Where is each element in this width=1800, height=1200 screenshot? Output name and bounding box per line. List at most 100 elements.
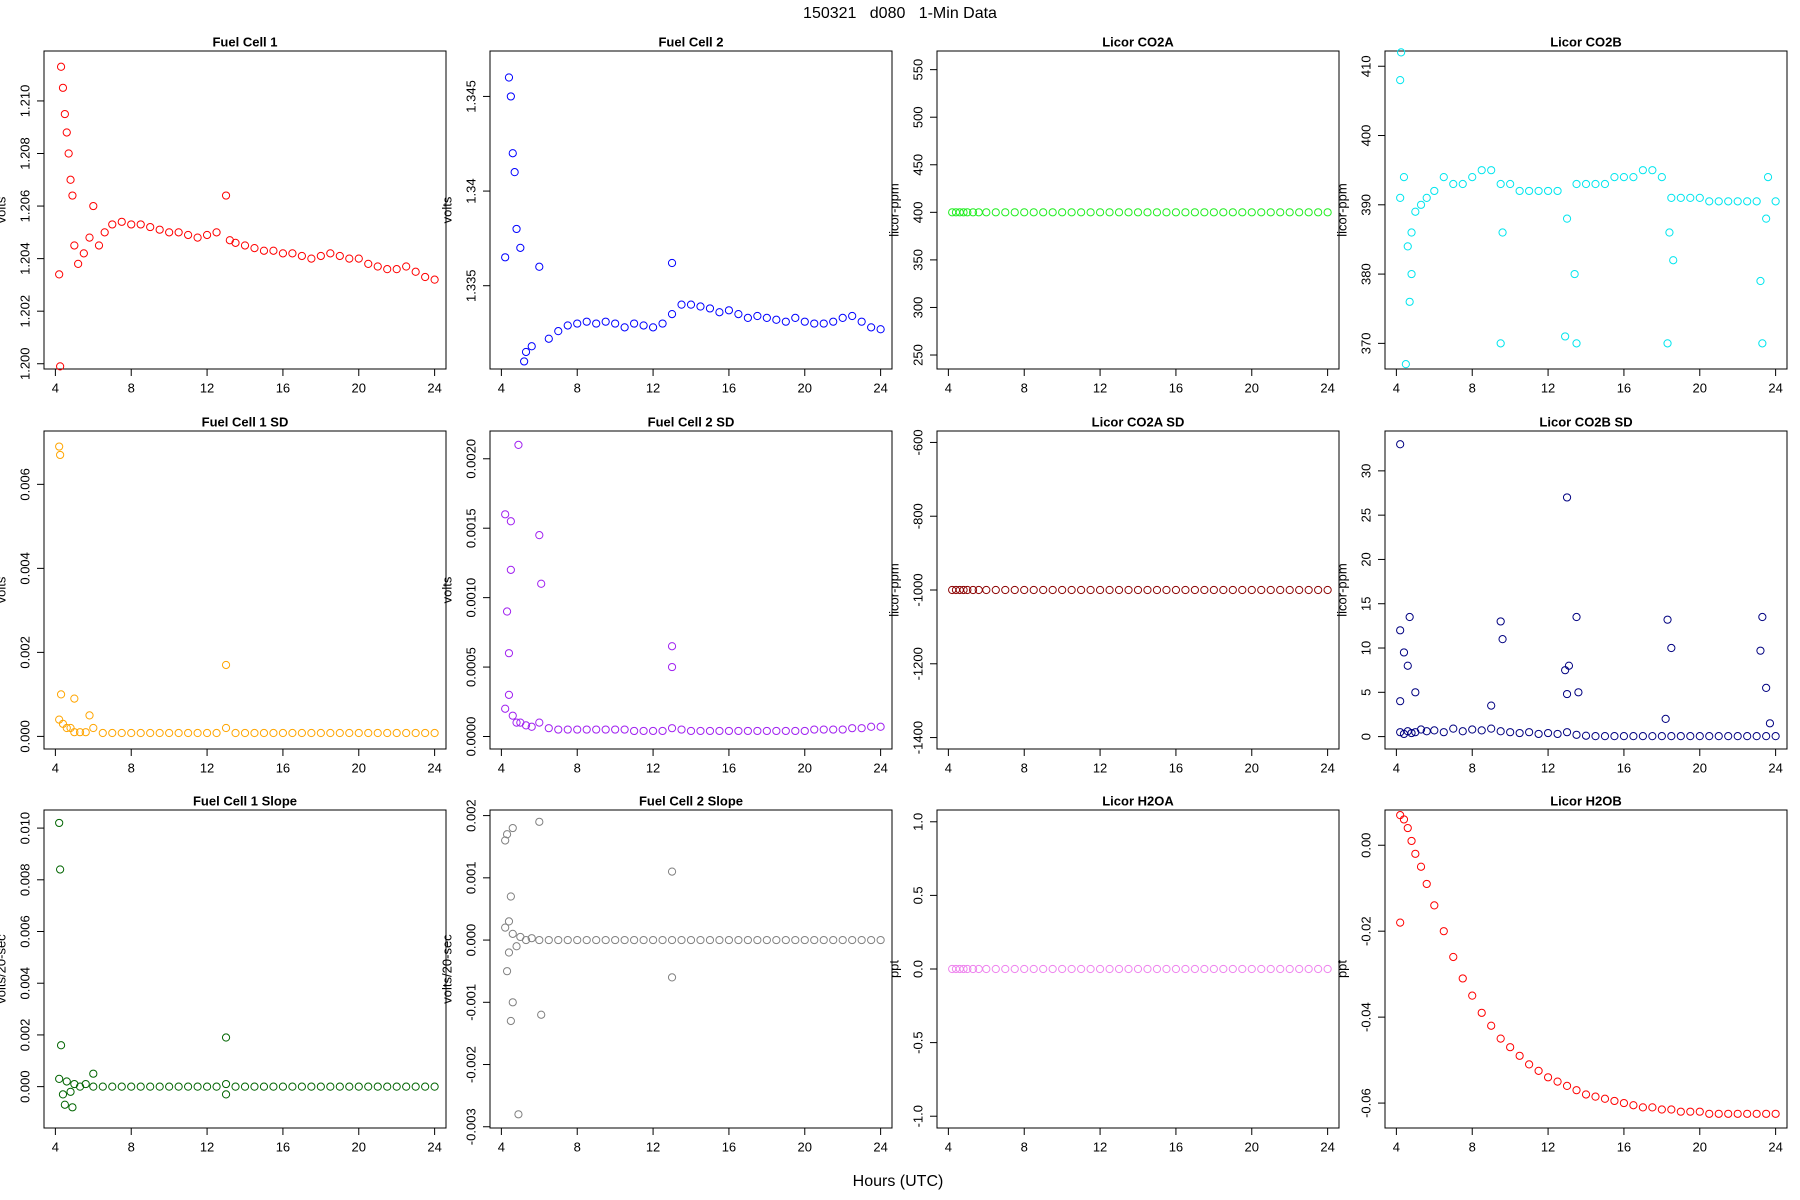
- y-tick-label: -0.001: [463, 984, 478, 1021]
- point: [667, 867, 677, 876]
- plot-frame: [43, 50, 447, 370]
- point: [1515, 186, 1524, 196]
- point: [501, 510, 510, 519]
- point: [1416, 725, 1426, 734]
- y-tick-label: 0.002: [17, 636, 32, 669]
- point: [1039, 964, 1048, 974]
- y-axis-label: licor-ppm: [1334, 563, 1349, 616]
- y-tick-label: 0.0000: [463, 717, 478, 757]
- point: [1124, 208, 1133, 217]
- point: [521, 935, 531, 945]
- x-tick-label: 24: [1768, 380, 1782, 395]
- point: [155, 1082, 164, 1091]
- point: [696, 935, 705, 945]
- x-tick-label: 24: [1320, 1139, 1334, 1154]
- point: [184, 1082, 193, 1091]
- point: [1067, 208, 1076, 217]
- x-tick-label: 4: [1393, 380, 1400, 395]
- point: [848, 724, 857, 733]
- y-tick-label: 0.006: [17, 468, 32, 501]
- point: [508, 998, 517, 1007]
- point: [982, 964, 991, 974]
- point: [1029, 208, 1038, 217]
- point: [1667, 643, 1676, 653]
- y-tick-label: 390: [1358, 194, 1373, 216]
- point: [1676, 193, 1685, 202]
- point: [810, 319, 819, 328]
- point: [639, 935, 648, 945]
- x-tick-label: 16: [1617, 760, 1631, 775]
- y-tick-label: 0.002: [17, 1019, 32, 1052]
- point: [501, 253, 510, 262]
- point: [512, 942, 521, 951]
- point: [1591, 179, 1600, 189]
- point: [62, 128, 71, 137]
- point: [1525, 1060, 1534, 1069]
- point: [1001, 964, 1010, 974]
- point: [1219, 964, 1228, 974]
- point: [68, 1103, 77, 1112]
- point: [1114, 585, 1124, 595]
- point: [982, 208, 991, 217]
- point: [1534, 729, 1543, 739]
- x-tick-label: 16: [1169, 760, 1183, 775]
- x-tick-label: 4: [1393, 1139, 1400, 1154]
- point: [1553, 729, 1562, 739]
- point: [686, 726, 696, 736]
- y-tick-label: 0.0005: [463, 647, 478, 687]
- point: [278, 1082, 288, 1091]
- point: [620, 725, 629, 734]
- point: [165, 1082, 174, 1091]
- x-tick-label: 12: [1541, 1139, 1555, 1154]
- y-axis-label: volts: [439, 196, 454, 223]
- point: [1638, 166, 1647, 175]
- point: [1323, 208, 1332, 217]
- x-tick-label: 24: [427, 380, 441, 395]
- point: [202, 728, 212, 738]
- plot-frame: [1384, 430, 1788, 750]
- point: [1629, 732, 1638, 741]
- point: [1405, 297, 1414, 306]
- point: [1323, 964, 1332, 974]
- point: [1200, 585, 1209, 595]
- point: [373, 262, 382, 271]
- panel-title: Licor CO2B SD: [1539, 414, 1632, 429]
- point: [288, 249, 297, 258]
- point: [1396, 697, 1405, 706]
- point: [1152, 964, 1162, 974]
- point: [1553, 186, 1562, 196]
- y-axis-label: ppt: [886, 960, 901, 978]
- point: [876, 325, 885, 334]
- point: [743, 726, 752, 736]
- point: [1039, 208, 1048, 217]
- point: [1543, 1073, 1553, 1082]
- point: [753, 935, 762, 945]
- point: [1276, 585, 1285, 595]
- point: [705, 726, 715, 736]
- point: [501, 923, 510, 932]
- point: [857, 317, 866, 326]
- point: [630, 726, 639, 736]
- y-tick-label: -0.02: [1358, 916, 1373, 946]
- point: [800, 726, 809, 736]
- x-tick-label: 16: [1617, 380, 1631, 395]
- point: [620, 323, 629, 332]
- y-tick-label: 550: [910, 59, 925, 81]
- point: [1762, 214, 1771, 223]
- point: [696, 726, 705, 736]
- point: [724, 935, 734, 945]
- point: [1401, 360, 1410, 369]
- y-tick-label: 400: [1358, 125, 1373, 147]
- x-tick-label: 24: [427, 760, 441, 775]
- plot-frame: [936, 50, 1340, 370]
- point: [1181, 585, 1190, 595]
- y-tick-label: 0.001: [463, 862, 478, 895]
- plot-frame: [489, 430, 893, 750]
- point: [508, 711, 517, 720]
- plot-frame: [936, 809, 1340, 1129]
- point: [89, 723, 98, 733]
- point: [1561, 666, 1570, 675]
- point: [1219, 208, 1228, 217]
- point: [259, 1082, 269, 1091]
- point: [963, 964, 972, 974]
